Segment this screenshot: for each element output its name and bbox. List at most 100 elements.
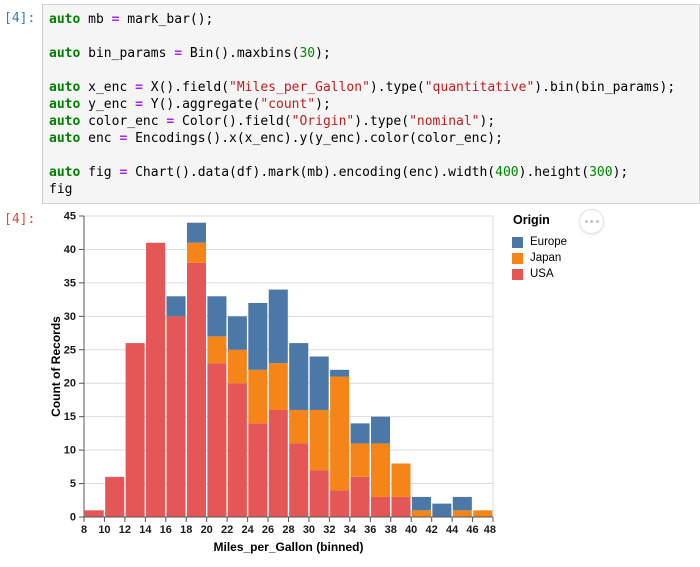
bar-segment-europe <box>452 496 472 511</box>
bar-segment-usa <box>105 476 125 517</box>
legend-swatch <box>512 236 523 248</box>
bar-segment-europe <box>186 222 206 243</box>
ellipsis-icon <box>590 220 593 223</box>
legend-label: Japan <box>530 252 562 264</box>
legend-item-usa: USA <box>512 266 567 282</box>
x-tick-label: 20 <box>201 524 213 536</box>
bar-segment-europe <box>166 296 186 317</box>
bar-segment-usa <box>248 423 268 517</box>
x-tick-label: 16 <box>160 524 172 536</box>
bar-segment-usa <box>227 383 247 517</box>
bar-segment-usa <box>84 510 104 517</box>
x-tick-label: 28 <box>282 524 294 536</box>
x-tick-label: 12 <box>119 524 131 536</box>
bar-segment-japan <box>207 336 227 364</box>
bar-segment-japan <box>371 443 391 497</box>
bars <box>84 222 493 517</box>
bar-segment-europe <box>432 503 452 517</box>
bar-segment-europe <box>309 356 329 410</box>
bar-segment-japan <box>452 510 472 517</box>
bar-segment-japan <box>391 463 411 497</box>
bar-segment-usa <box>371 496 391 517</box>
x-tick-label: 48 <box>484 524 496 536</box>
x-tick-label: 24 <box>241 524 254 536</box>
x-tick-label: 14 <box>139 524 152 536</box>
bar-segment-usa <box>350 476 370 517</box>
bar-segment-usa <box>289 443 309 517</box>
x-tick-label: 38 <box>385 524 397 536</box>
bar-segment-usa <box>186 262 206 517</box>
y-tick-label: 40 <box>64 244 76 256</box>
ellipsis-icon <box>595 220 599 223</box>
ellipsis-icon <box>584 220 588 223</box>
bar-segment-japan <box>473 510 493 517</box>
bar-segment-japan <box>186 242 206 263</box>
bar-segment-europe <box>289 343 309 410</box>
bar-segment-europe <box>207 296 227 337</box>
bar-segment-japan <box>227 349 247 384</box>
x-tick-label: 40 <box>405 524 417 536</box>
chart-legend: Origin Europe Japan USA <box>512 213 567 282</box>
bar-segment-europe <box>371 416 391 444</box>
y-tick-label: 30 <box>64 311 76 323</box>
histogram-chart: 8 10 12 14 16 18 20 22 24 26 28 30 32 34 36 38 40 42 44 46 4… <box>49 211 496 555</box>
legend-label: Europe <box>530 236 568 248</box>
bar-segment-europe <box>227 316 247 350</box>
y-tick-label: 25 <box>64 344 76 356</box>
x-tick-label: 22 <box>221 524 233 536</box>
bar-segment-europe <box>248 302 268 370</box>
legend-entries: Europe Japan USA <box>512 234 567 282</box>
x-axis-title: Miles_per_Gallon (binned) <box>213 540 363 554</box>
y-tick-label: 5 <box>70 478 76 490</box>
y-tick-label: 0 <box>70 512 76 524</box>
bar-segment-japan <box>268 363 288 410</box>
legend-title: Origin <box>513 213 550 227</box>
y-axis-title: Count of Records <box>49 316 63 417</box>
bar-segment-usa <box>268 409 288 517</box>
y-tick-label: 35 <box>64 277 76 289</box>
x-tick-label: 34 <box>344 524 357 536</box>
bar-segment-usa <box>146 242 166 517</box>
x-tick-label: 30 <box>303 524 315 536</box>
x-axis: 8 10 12 14 16 18 20 22 24 26 28 30 32 34 36 38 40 42 44 46 4… <box>81 516 496 536</box>
bar-segment-japan <box>289 409 309 444</box>
input-prompt: [4]: <box>4 11 36 26</box>
legend-item-japan: Japan <box>512 250 567 266</box>
y-tick-label: 45 <box>64 211 76 223</box>
y-gridlines <box>84 215 493 485</box>
x-tick-label: 32 <box>323 524 335 536</box>
x-tick-label: 8 <box>81 524 87 536</box>
x-tick-label: 26 <box>262 524 274 536</box>
y-tick-label: 15 <box>64 411 76 423</box>
output-prompt: [4]: <box>4 212 36 227</box>
legend-swatch <box>512 268 523 280</box>
x-tick-label: 46 <box>466 524 478 536</box>
bar-segment-europe <box>350 423 370 444</box>
bar-segment-usa <box>309 470 329 517</box>
legend-item-europe: Europe <box>512 234 567 250</box>
view-border <box>83 215 494 518</box>
bar-segment-usa <box>125 343 145 517</box>
legend-label: USA <box>530 268 554 280</box>
bar-segment-japan <box>411 510 431 517</box>
bar-segment-usa <box>391 496 411 517</box>
code-cell[interactable]: auto mb = mark_bar(); auto bin_params = … <box>42 4 700 204</box>
bar-segment-usa <box>166 316 186 517</box>
code-content[interactable]: auto mb = mark_bar(); auto bin_params = … <box>49 12 676 197</box>
x-tick-label: 42 <box>426 524 438 536</box>
bar-segment-usa <box>330 490 350 517</box>
x-tick-label: 10 <box>98 524 110 536</box>
vega-actions-button[interactable] <box>579 209 604 234</box>
y-axis: 0 5 10 15 20 25 30 35 40 45 <box>64 211 85 524</box>
bar-segment-japan <box>248 369 268 424</box>
bar-segment-usa <box>207 363 227 517</box>
bar-segment-japan <box>330 376 350 491</box>
bar-segment-europe <box>268 289 288 364</box>
bar-segment-japan <box>350 443 370 477</box>
y-tick-label: 10 <box>64 445 76 457</box>
x-tick-label: 18 <box>180 524 192 536</box>
bar-segment-europe <box>411 496 431 511</box>
bar-segment-europe <box>330 369 350 377</box>
legend-swatch <box>512 252 523 264</box>
